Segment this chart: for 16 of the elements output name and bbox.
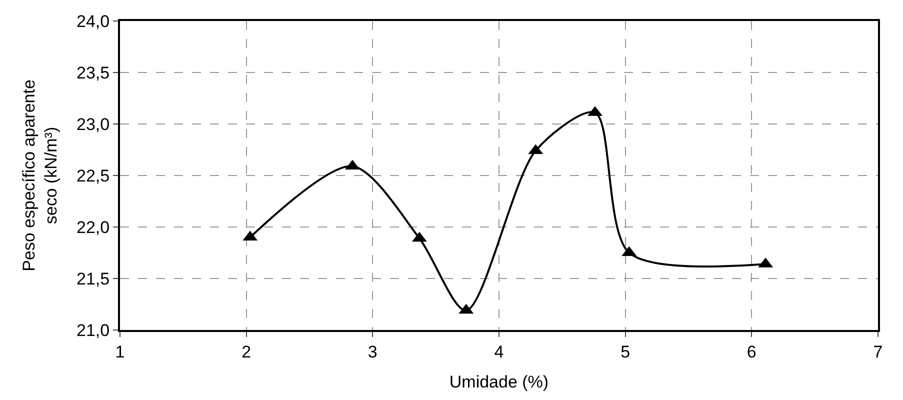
x-tick-label: 7 bbox=[873, 342, 883, 362]
y-axis-title: Peso específico aparente seco (kN/m³) bbox=[19, 80, 61, 272]
x-tick-label: 1 bbox=[115, 342, 125, 362]
x-tick-label: 6 bbox=[746, 342, 756, 362]
y-tick-label: 22,5 bbox=[76, 166, 110, 186]
x-tick-label: 4 bbox=[494, 342, 504, 362]
y-tick-label: 23,0 bbox=[76, 114, 110, 134]
x-tick-label: 3 bbox=[368, 342, 378, 362]
y-tick-label: 21,5 bbox=[76, 269, 110, 288]
y-tick-label: 24,0 bbox=[76, 12, 110, 31]
x-axis-title: Umidade (%) bbox=[449, 372, 549, 392]
x-tick-label: 5 bbox=[620, 342, 630, 362]
y-tick-label: 22,0 bbox=[76, 218, 110, 237]
y-tick-label: 23,5 bbox=[76, 63, 110, 82]
y-tick-label: 21,0 bbox=[76, 320, 110, 340]
x-tick-label: 2 bbox=[242, 342, 252, 362]
